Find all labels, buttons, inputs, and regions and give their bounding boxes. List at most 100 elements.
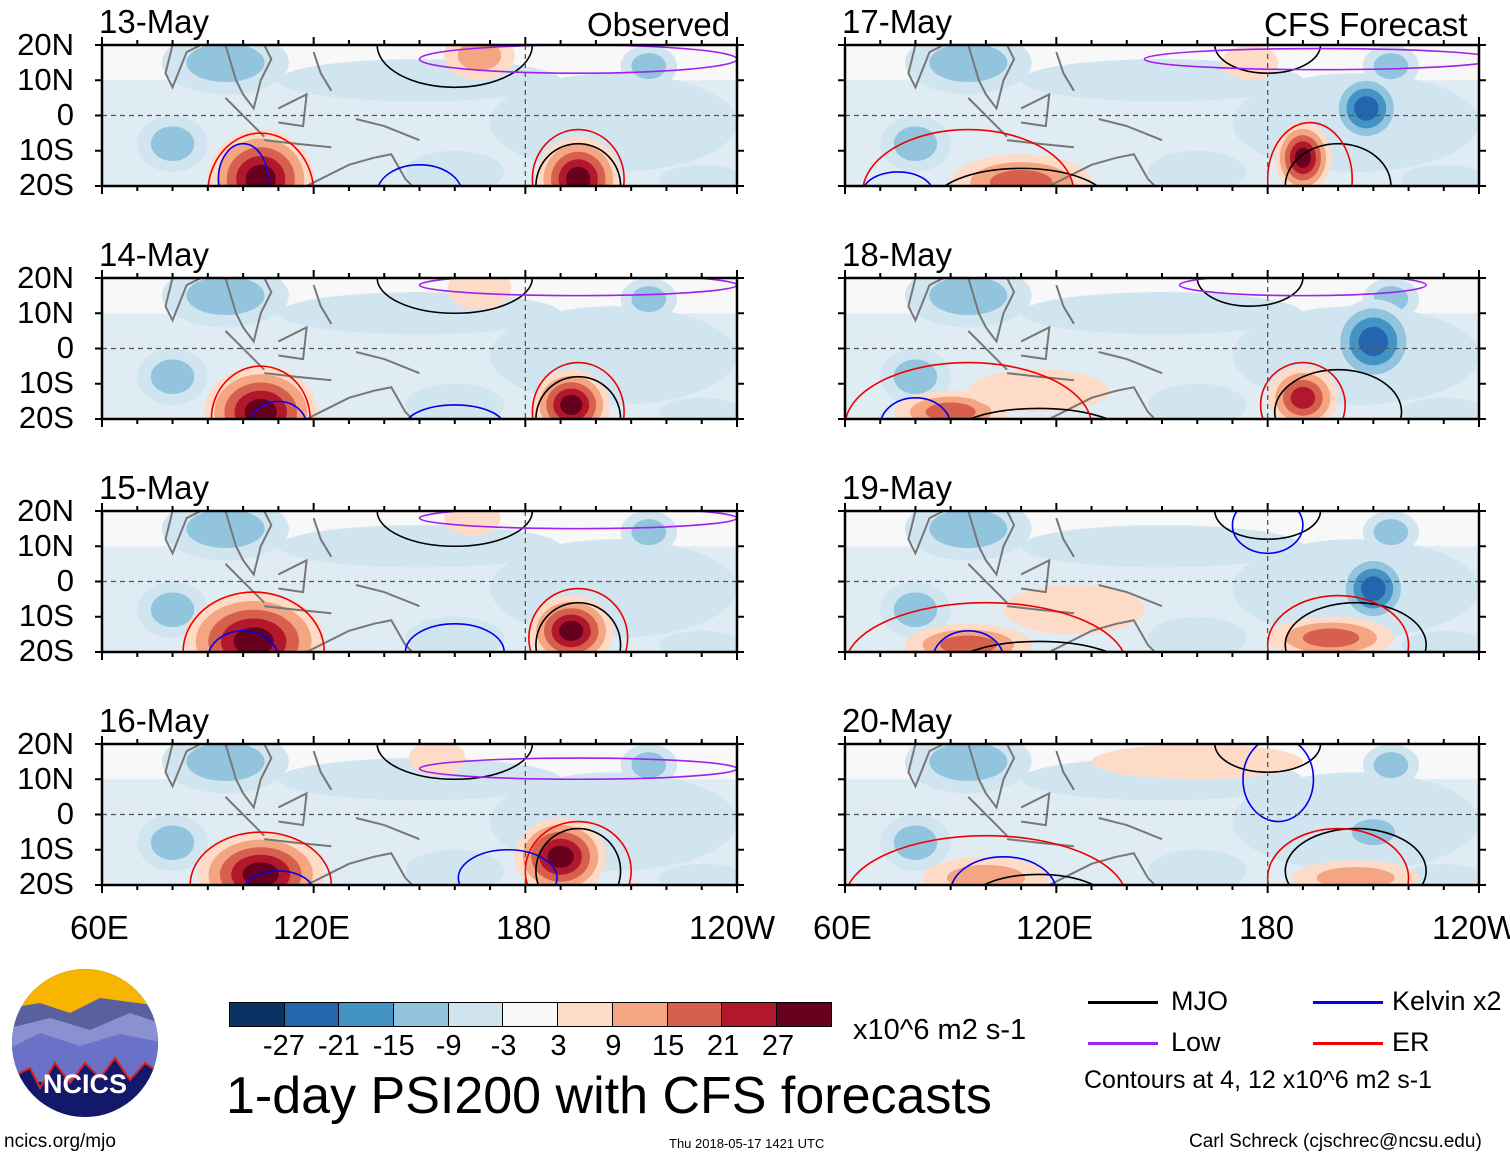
wave-contour <box>847 601 1125 652</box>
legend-label-er: ER <box>1392 1027 1430 1057</box>
colorbar-tick-label: -21 <box>317 1030 360 1062</box>
coastline <box>1047 852 1157 885</box>
coastline <box>312 51 333 92</box>
field-shading <box>150 825 195 861</box>
colorbar-tick-label: 15 <box>652 1030 685 1062</box>
coastline <box>355 584 420 608</box>
field-shading <box>233 627 274 652</box>
field-shading <box>245 164 276 186</box>
wave-contour <box>967 640 1110 652</box>
field-shading <box>1354 96 1379 121</box>
lat-label: 10S <box>18 365 74 400</box>
lat-label: 20N <box>17 726 74 761</box>
coastline <box>1020 558 1051 594</box>
coastline <box>1098 351 1163 375</box>
map-panel-left-2 <box>95 503 744 660</box>
coastline <box>1055 750 1075 791</box>
colorbar <box>229 1002 832 1027</box>
coastline <box>224 511 273 577</box>
map-panel-right-3 <box>838 736 1486 893</box>
field-shading <box>1316 867 1395 885</box>
wave-contour <box>535 601 622 652</box>
field-shading <box>278 758 561 801</box>
legend-label-mjo: MJO <box>1171 986 1228 1016</box>
coastline <box>1098 817 1163 841</box>
colorbar-swatch <box>722 1003 777 1026</box>
panel-date-label: 18-May <box>842 236 953 273</box>
coastline <box>277 325 308 361</box>
wave-contour <box>1259 361 1346 419</box>
field-shading <box>150 126 195 162</box>
colorbar-units: x10^6 m2 s-1 <box>853 1014 1027 1046</box>
wave-contour <box>1284 601 1427 652</box>
map-panel-left-1 <box>95 270 744 427</box>
field-shading <box>1401 164 1479 186</box>
lat-label: 20S <box>18 167 74 202</box>
field-shading <box>490 539 737 638</box>
colorbar-swatch <box>612 1003 668 1026</box>
coastline <box>1055 517 1075 558</box>
coastline <box>304 852 414 885</box>
field-shading <box>1221 45 1279 81</box>
field-shading <box>405 150 505 186</box>
wave-contour <box>863 171 932 186</box>
colorbar-tick-label: -9 <box>435 1030 462 1062</box>
legend-line-kelvin <box>1313 1001 1383 1004</box>
coastline <box>164 511 204 556</box>
coastline <box>967 563 1008 604</box>
lat-label: 0 <box>56 97 74 132</box>
wave-contour <box>407 404 503 419</box>
field-shading <box>929 744 1008 782</box>
field-shading <box>1147 616 1247 652</box>
lat-label: 0 <box>56 330 74 365</box>
field-shading <box>1358 326 1389 357</box>
field-shading <box>186 744 265 782</box>
observed-label: Observed <box>587 6 731 43</box>
field-shading <box>631 519 667 546</box>
panel-date-label: 16-May <box>99 702 210 739</box>
colorbar-swatch <box>667 1003 723 1026</box>
colorbar-tick-label: -15 <box>372 1030 415 1062</box>
field-shading <box>1294 147 1311 168</box>
coastline <box>355 817 420 841</box>
field-shading <box>1401 397 1479 419</box>
wave-contour <box>933 630 1004 652</box>
field-shading <box>547 845 574 868</box>
lat-label: 20N <box>17 27 74 62</box>
field-shading <box>1147 150 1247 186</box>
field-shading <box>186 511 265 549</box>
field-shading <box>659 863 737 885</box>
coastline <box>304 386 414 419</box>
field-shading <box>631 53 667 80</box>
field-shading <box>278 525 561 568</box>
field-shading <box>1021 292 1303 335</box>
wave-contour <box>1273 368 1403 419</box>
wave-contour <box>418 757 737 781</box>
field-shading <box>659 397 737 419</box>
coastline <box>1055 284 1075 325</box>
map-panel-left-0 <box>95 37 744 194</box>
legend-line-low <box>1088 1042 1158 1045</box>
coastline <box>967 97 1008 138</box>
colorbar-swatch <box>339 1003 395 1026</box>
wave-contour <box>377 164 462 186</box>
wave-contour <box>1196 278 1304 307</box>
coastline <box>1098 584 1163 608</box>
lat-label: 20N <box>17 493 74 528</box>
colorbar-swatch <box>776 1003 831 1026</box>
field-shading <box>1373 53 1409 80</box>
lat-label: 10N <box>17 528 74 563</box>
field-shading <box>1091 744 1303 780</box>
field-shading <box>186 45 265 83</box>
footer-url[interactable]: ncics.org/mjo <box>4 1131 116 1152</box>
wave-contour <box>208 630 279 652</box>
colorbar-swatch <box>394 1003 449 1026</box>
field-shading <box>1003 585 1145 635</box>
lat-label: 10S <box>18 831 74 866</box>
footer-timestamp: Thu 2018-05-17 1421 UTC <box>669 1136 825 1151</box>
field-shading <box>631 752 667 779</box>
field-shading <box>946 864 1025 885</box>
coastline <box>264 605 332 615</box>
wave-contour <box>535 827 622 885</box>
wave-contour <box>943 167 1099 186</box>
